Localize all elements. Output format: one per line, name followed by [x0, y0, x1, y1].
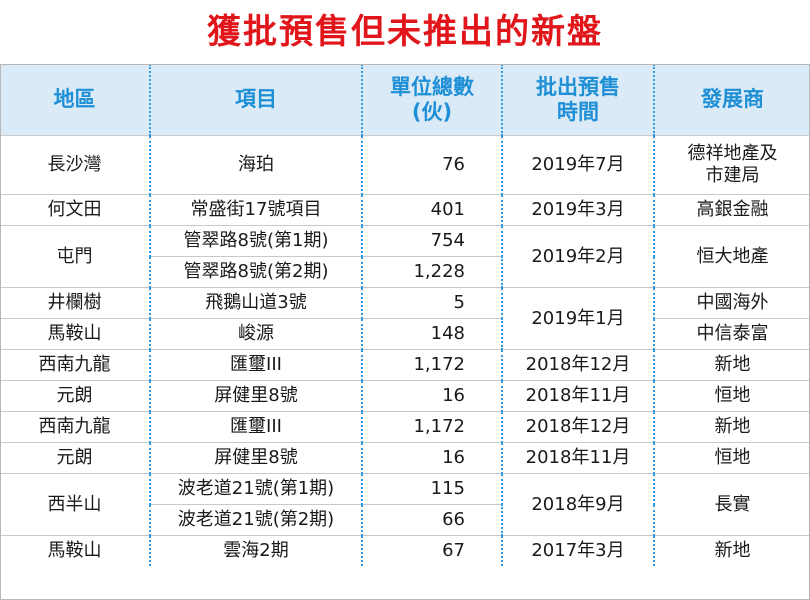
cell-developer: 德祥地產及 市建局: [653, 135, 810, 195]
table-row: 元朗 屏健里8號 16 2018年11月 恒地: [0, 380, 810, 412]
cell-developer-line1: 德祥地產及: [687, 143, 778, 164]
cell-units: 66: [361, 504, 502, 536]
cell-developer: 中國海外: [653, 287, 810, 319]
cell-units: 67: [361, 535, 502, 566]
table-row: 西南九龍 匯璽III 1,172 2018年12月 新地: [0, 349, 810, 381]
cell-date: 2018年11月: [501, 380, 654, 412]
cell-project: 管翠路8號(第1期): [149, 225, 362, 257]
cell-district: 西南九龍: [0, 349, 150, 381]
cell-project: 管翠路8號(第2期): [149, 256, 362, 288]
cell-project: 峻源: [149, 318, 362, 350]
table-row: 西南九龍 匯璽III 1,172 2018年12月 新地: [0, 411, 810, 443]
cell-district: 元朗: [0, 380, 150, 412]
cell-date: 2018年9月: [501, 473, 654, 536]
cell-developer: 長實: [653, 473, 810, 536]
cell-units: 754: [361, 225, 502, 257]
table-row: 長沙灣 海珀 76 2019年7月 德祥地產及 市建局: [0, 135, 810, 195]
cell-developer: 恒大地產: [653, 225, 810, 288]
cell-project: 屏健里8號: [149, 380, 362, 412]
cell-project: 匯璽III: [149, 349, 362, 381]
cell-project: 海珀: [149, 135, 362, 195]
cell-district: 長沙灣: [0, 135, 150, 195]
cell-developer-line2: 市建局: [705, 165, 760, 186]
header-units-line1: 單位總數: [390, 74, 474, 99]
cell-date: 2017年3月: [501, 535, 654, 566]
page-title: 獲批預售但未推出的新盤: [207, 12, 603, 52]
header-date: 批出預售 時間: [501, 64, 654, 136]
cell-project: 波老道21號(第1期): [149, 473, 362, 505]
cell-units: 148: [361, 318, 502, 350]
cell-units: 1,172: [361, 411, 502, 443]
cell-date: 2018年12月: [501, 349, 654, 381]
cell-project: 匯璽III: [149, 411, 362, 443]
cell-developer: 新地: [653, 411, 810, 443]
new-projects-table: 地區 項目 單位總數 (伙) 批出預售 時間 發展商 長沙灣 海珀 76 201…: [0, 64, 810, 566]
table-row: 西半山 波老道21號(第1期) 115 2018年9月 長實: [0, 473, 810, 536]
cell-developer: 高銀金融: [653, 194, 810, 226]
header-date-line1: 批出預售: [536, 74, 620, 99]
cell-district: 何文田: [0, 194, 150, 226]
table-row: 元朗 屏健里8號 16 2018年11月 恒地: [0, 442, 810, 474]
cell-units: 1,172: [361, 349, 502, 381]
cell-units: 5: [361, 287, 502, 319]
cell-units: 76: [361, 135, 502, 195]
cell-units: 115: [361, 473, 502, 505]
cell-date: 2018年12月: [501, 411, 654, 443]
cell-project: 屏健里8號: [149, 442, 362, 474]
cell-date: 2019年7月: [501, 135, 654, 195]
cell-developer: 新地: [653, 535, 810, 566]
header-developer: 發展商: [653, 64, 810, 136]
header-project: 項目: [149, 64, 362, 136]
cell-district: 西半山: [0, 473, 150, 536]
table-row: 井欄樹 飛鵝山道3號 5 2019年1月 中國海外: [0, 287, 810, 350]
cell-units: 16: [361, 380, 502, 412]
cell-units: 16: [361, 442, 502, 474]
cell-district: 馬鞍山: [0, 318, 150, 350]
header-units: 單位總數 (伙): [361, 64, 502, 136]
table-row: 波老道21號(第2期) 66: [0, 504, 810, 536]
cell-district: 井欄樹: [0, 287, 150, 319]
cell-project: 波老道21號(第2期): [149, 504, 362, 536]
cell-units: 401: [361, 194, 502, 226]
cell-date: 2019年1月: [501, 287, 654, 350]
cell-date: 2018年11月: [501, 442, 654, 474]
cell-project: 雲海2期: [149, 535, 362, 566]
cell-units: 1,228: [361, 256, 502, 288]
cell-developer: 恒地: [653, 442, 810, 474]
cell-project: 常盛街17號項目: [149, 194, 362, 226]
cell-district: 屯門: [0, 225, 150, 288]
table-row: 馬鞍山 雲海2期 67 2017年3月 新地: [0, 535, 810, 566]
cell-district: 西南九龍: [0, 411, 150, 443]
table-row: 馬鞍山 峻源 148 中信泰富: [0, 318, 810, 350]
cell-project: 飛鵝山道3號: [149, 287, 362, 319]
table-row: 管翠路8號(第2期) 1,228: [0, 256, 810, 288]
table-header-row: 地區 項目 單位總數 (伙) 批出預售 時間 發展商: [0, 64, 810, 136]
table-row: 何文田 常盛街17號項目 401 2019年3月 高銀金融: [0, 194, 810, 226]
cell-developer: 新地: [653, 349, 810, 381]
header-district: 地區: [0, 64, 150, 136]
cell-date: 2019年3月: [501, 194, 654, 226]
cell-developer: 中信泰富: [653, 318, 810, 350]
cell-district: 馬鞍山: [0, 535, 150, 566]
cell-district: 元朗: [0, 442, 150, 474]
header-date-line2: 時間: [557, 99, 599, 124]
cell-developer: 恒地: [653, 380, 810, 412]
table-row: 屯門 管翠路8號(第1期) 754 2019年2月 恒大地產: [0, 225, 810, 288]
header-units-line2: (伙): [411, 99, 453, 124]
cell-date: 2019年2月: [501, 225, 654, 288]
